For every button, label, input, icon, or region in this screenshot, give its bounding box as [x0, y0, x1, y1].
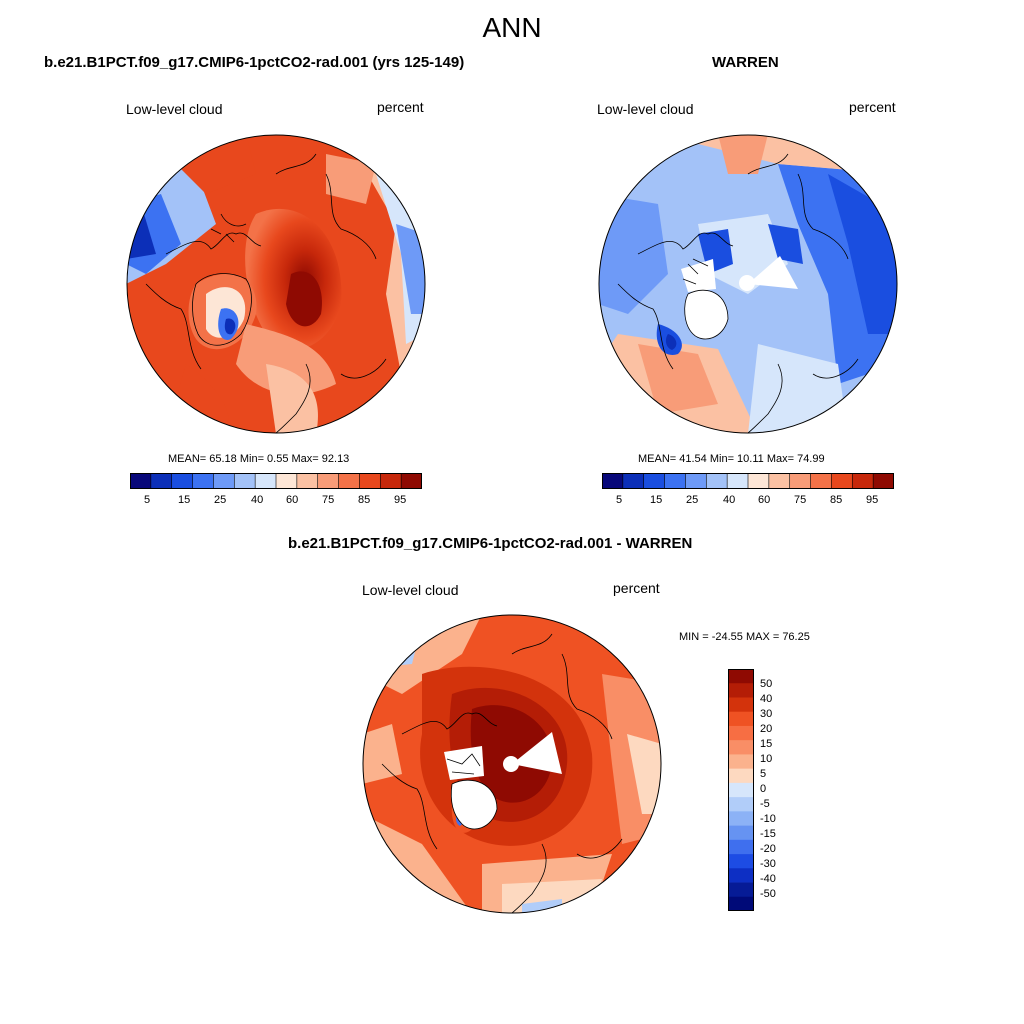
panel-2-tick: 40 — [723, 494, 736, 506]
panel-3-tick: -40 — [760, 873, 776, 885]
panel-3-units: percent — [613, 580, 660, 596]
colorbar-swatch — [150, 473, 173, 489]
panel-2-tick: 85 — [830, 494, 843, 506]
colorbar-swatch — [213, 473, 235, 489]
colorbar-swatch — [726, 473, 749, 489]
panel-1-title: b.e21.B1PCT.f09_g17.CMIP6-1pctCO2-rad.00… — [44, 54, 465, 71]
panel-3-tick: 0 — [760, 783, 767, 795]
colorbar-swatch — [254, 473, 277, 489]
colorbar-swatch — [872, 473, 894, 489]
colorbar-swatch — [728, 740, 754, 755]
panel-3-title: b.e21.B1PCT.f09_g17.CMIP6-1pctCO2-rad.00… — [288, 535, 693, 552]
colorbar-swatch — [171, 473, 194, 489]
panel-2-units: percent — [849, 99, 896, 115]
colorbar-swatch — [728, 697, 754, 713]
colorbar-swatch — [851, 473, 874, 489]
panel-3-tick: -15 — [760, 828, 776, 840]
panel-3-tick: -5 — [760, 798, 770, 810]
colorbar-swatch — [728, 896, 754, 911]
colorbar-swatch — [664, 473, 687, 489]
panel-3-tick: 40 — [760, 693, 773, 705]
colorbar-swatch — [728, 669, 754, 684]
colorbar-swatch — [747, 473, 770, 489]
panel-2-colorbar — [602, 473, 894, 489]
colorbar-swatch — [705, 473, 728, 489]
colorbar-swatch — [810, 473, 833, 489]
panel-1-tick: 15 — [178, 494, 191, 506]
panel-1-tick: 95 — [394, 494, 407, 506]
colorbar-swatch — [728, 711, 754, 727]
colorbar-swatch — [359, 473, 381, 489]
colorbar-swatch — [379, 473, 402, 489]
panel-3-tick: -10 — [760, 813, 776, 825]
panel-1-tick: 60 — [286, 494, 299, 506]
colorbar-swatch — [602, 473, 624, 489]
panel-3-tick: 50 — [760, 678, 773, 690]
colorbar-swatch — [728, 782, 754, 798]
colorbar-swatch — [831, 473, 853, 489]
panel-3-tick: 5 — [760, 768, 767, 780]
panel-3-tick: -30 — [760, 858, 776, 870]
colorbar-swatch — [728, 754, 754, 769]
colorbar-swatch — [728, 825, 754, 841]
colorbar-swatch — [130, 473, 152, 489]
colorbar-swatch — [400, 473, 422, 489]
colorbar-swatch — [685, 473, 707, 489]
panel-3-tick: -50 — [760, 888, 776, 900]
colorbar-swatch — [728, 725, 754, 741]
panel-2-tick: 5 — [616, 494, 623, 506]
panel-3-tick: 10 — [760, 753, 773, 765]
panel-1-units: percent — [377, 99, 424, 115]
panel-2-tick: 95 — [866, 494, 879, 506]
colorbar-swatch — [728, 839, 754, 855]
panel-1-colorbar — [130, 473, 422, 489]
colorbar-swatch — [789, 473, 812, 489]
colorbar-swatch — [296, 473, 319, 489]
colorbar-swatch — [643, 473, 666, 489]
panel-1-tick: 40 — [251, 494, 264, 506]
colorbar-swatch — [317, 473, 340, 489]
colorbar-swatch — [338, 473, 361, 489]
panel-3-tick: 15 — [760, 738, 773, 750]
colorbar-swatch — [728, 811, 754, 826]
panel-1-tick: 85 — [358, 494, 371, 506]
panel-2-tick: 60 — [758, 494, 771, 506]
panel-1-stats: MEAN= 65.18 Min= 0.55 Max= 92.13 — [168, 453, 350, 465]
panel-3-variable: Low-level cloud — [362, 582, 459, 598]
panel-2-tick: 75 — [794, 494, 807, 506]
colorbar-swatch — [768, 473, 791, 489]
panel-2-title: WARREN — [712, 54, 779, 71]
panel-1-tick: 25 — [214, 494, 227, 506]
panel-3-tick: 20 — [760, 723, 773, 735]
panel-2-map — [598, 134, 898, 434]
colorbar-swatch — [192, 473, 215, 489]
colorbar-swatch — [275, 473, 298, 489]
panel-3-colorbar — [728, 669, 754, 911]
panel-1-tick: 5 — [144, 494, 151, 506]
figure-title: ANN — [482, 12, 542, 43]
colorbar-swatch — [728, 854, 754, 869]
panel-2-tick: 15 — [650, 494, 663, 506]
colorbar-swatch — [728, 868, 754, 883]
panel-3-tick: -20 — [760, 843, 776, 855]
panel-1-variable: Low-level cloud — [126, 101, 223, 117]
panel-2-stats: MEAN= 41.54 Min= 10.11 Max= 74.99 — [638, 453, 825, 465]
colorbar-swatch — [728, 797, 754, 812]
panel-3-stats: MIN = -24.55 MAX = 76.25 — [679, 631, 810, 643]
panel-3-tick: 30 — [760, 708, 773, 720]
panel-2-tick: 25 — [686, 494, 699, 506]
colorbar-swatch — [233, 473, 256, 489]
colorbar-swatch — [728, 683, 754, 698]
colorbar-swatch — [622, 473, 645, 489]
colorbar-swatch — [728, 882, 754, 898]
panel-1-tick: 75 — [322, 494, 335, 506]
colorbar-swatch — [728, 768, 754, 784]
panel-1-map — [126, 134, 426, 434]
panel-2-variable: Low-level cloud — [597, 101, 694, 117]
panel-3-map — [362, 614, 662, 914]
